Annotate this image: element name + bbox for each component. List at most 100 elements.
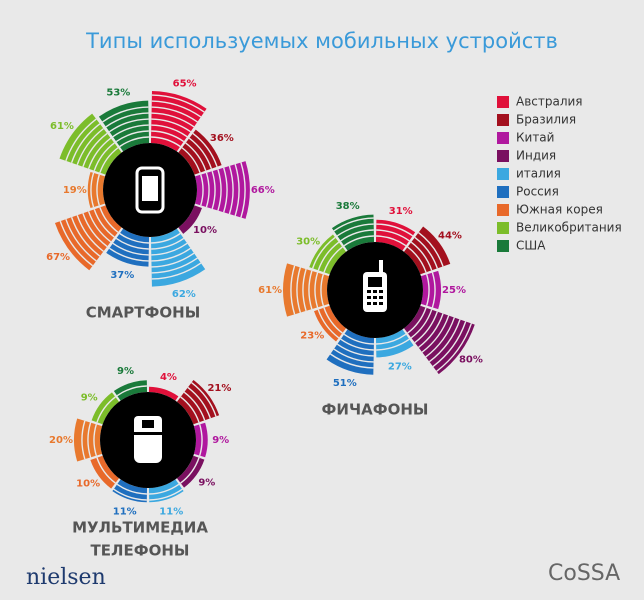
value-label: 4%: [160, 372, 177, 383]
segment-stripe: [87, 422, 92, 458]
legend-label: Бразилия: [516, 113, 576, 127]
segment-stripe: [317, 309, 340, 339]
segment: [193, 422, 208, 458]
segment-stripe: [436, 323, 473, 372]
segment-stripe: [199, 424, 203, 456]
value-label: 65%: [173, 78, 197, 89]
value-label: 62%: [172, 289, 196, 300]
segment-stripe: [234, 163, 240, 217]
segment: [314, 305, 347, 342]
segment-stripe: [99, 147, 119, 173]
legend: Австралия Бразилия Китай Индия италия Россия Ю…: [497, 95, 622, 253]
segment-stripe: [343, 333, 374, 345]
segment-stripe: [376, 235, 407, 247]
segment-stripe: [112, 242, 149, 256]
segment-stripe: [82, 132, 108, 167]
segment: [194, 161, 250, 219]
value-label: 38%: [336, 201, 360, 212]
segment-stripe: [410, 241, 433, 271]
value-label: 37%: [110, 270, 134, 281]
value-label: 31%: [389, 206, 413, 217]
segment-stripe: [410, 309, 433, 339]
value-label: 51%: [333, 378, 357, 389]
legend-swatch: [497, 222, 509, 234]
segment-stripe: [93, 209, 115, 238]
legend-label: Индия: [516, 149, 556, 163]
legend-swatch: [497, 240, 509, 252]
legend-label: италия: [516, 167, 561, 181]
segment-stripe: [426, 274, 430, 306]
segment-stripe: [93, 142, 115, 171]
segment-stripe: [151, 100, 202, 118]
segment-stripe: [302, 268, 307, 312]
segment-stripe: [228, 165, 234, 215]
value-label: 80%: [459, 355, 483, 366]
segment-stripe: [93, 424, 97, 456]
segment-stripe: [87, 211, 112, 243]
value-label: 9%: [117, 366, 134, 377]
segment: [403, 305, 475, 375]
value-label: 23%: [300, 331, 324, 342]
value-label: 61%: [50, 121, 74, 132]
segment-stripe: [376, 333, 407, 345]
segment: [331, 214, 375, 251]
segment-stripe: [407, 246, 427, 273]
segment-stripe: [340, 229, 374, 242]
value-label: 44%: [438, 231, 462, 242]
segment-stripe: [59, 220, 94, 267]
segment-stripe: [151, 257, 198, 274]
segment-stripe: [290, 265, 296, 315]
chart-title: СМАРТФОНЫ: [86, 304, 201, 322]
segment-stripe: [99, 207, 119, 233]
segment-stripe: [119, 136, 149, 148]
segment-stripe: [425, 317, 456, 358]
segment-stripe: [308, 270, 313, 310]
segment-stripe: [90, 172, 95, 208]
value-label: 66%: [251, 185, 275, 196]
radial-chart: 31% 44% 25% 80% 27% 51% 23% 61% 30% 38% ФИЧАФОНЫ: [258, 201, 483, 419]
segment-stripe: [336, 223, 374, 237]
segment: [375, 329, 414, 358]
segment-stripe: [116, 483, 147, 495]
value-label: 19%: [63, 185, 87, 196]
legend-label: Австралия: [516, 95, 583, 109]
value-label: 11%: [159, 507, 183, 518]
legend-swatch: [497, 132, 509, 144]
segment-stripe: [151, 124, 188, 138]
segment-stripe: [314, 272, 319, 308]
segment-stripe: [116, 385, 147, 397]
segment-stripe: [333, 348, 374, 363]
segment: [375, 219, 416, 251]
segment-stripe: [311, 236, 336, 269]
segment-stripe: [151, 262, 202, 280]
segment-stripe: [418, 232, 444, 267]
segment: [178, 129, 222, 175]
segment-stripe: [320, 274, 324, 306]
segment-stripe: [340, 338, 374, 351]
segment-stripe: [151, 112, 195, 128]
value-label: 9%: [198, 478, 215, 489]
segment-stripe: [70, 216, 101, 257]
value-label: 20%: [49, 435, 73, 446]
segment-stripe: [223, 167, 228, 213]
segment-stripe: [151, 242, 188, 256]
value-label: 10%: [193, 225, 217, 236]
segment-stripe: [211, 170, 216, 210]
segment-stripe: [151, 118, 191, 133]
segment-stripe: [428, 319, 461, 363]
segment-stripe: [76, 128, 104, 165]
segment-stripe: [418, 313, 444, 348]
segment-stripe: [376, 338, 410, 351]
segment-stripe: [115, 237, 149, 250]
icons: [134, 166, 387, 463]
segment: [54, 205, 122, 271]
segment-stripe: [151, 247, 191, 262]
segment: [150, 91, 207, 152]
segment-stripe: [217, 169, 222, 211]
segment-stripe: [323, 246, 343, 273]
segment-stripe: [296, 267, 302, 313]
segment-stripe: [240, 162, 246, 218]
segment-stripe: [151, 237, 185, 250]
segment-stripe: [109, 247, 149, 262]
